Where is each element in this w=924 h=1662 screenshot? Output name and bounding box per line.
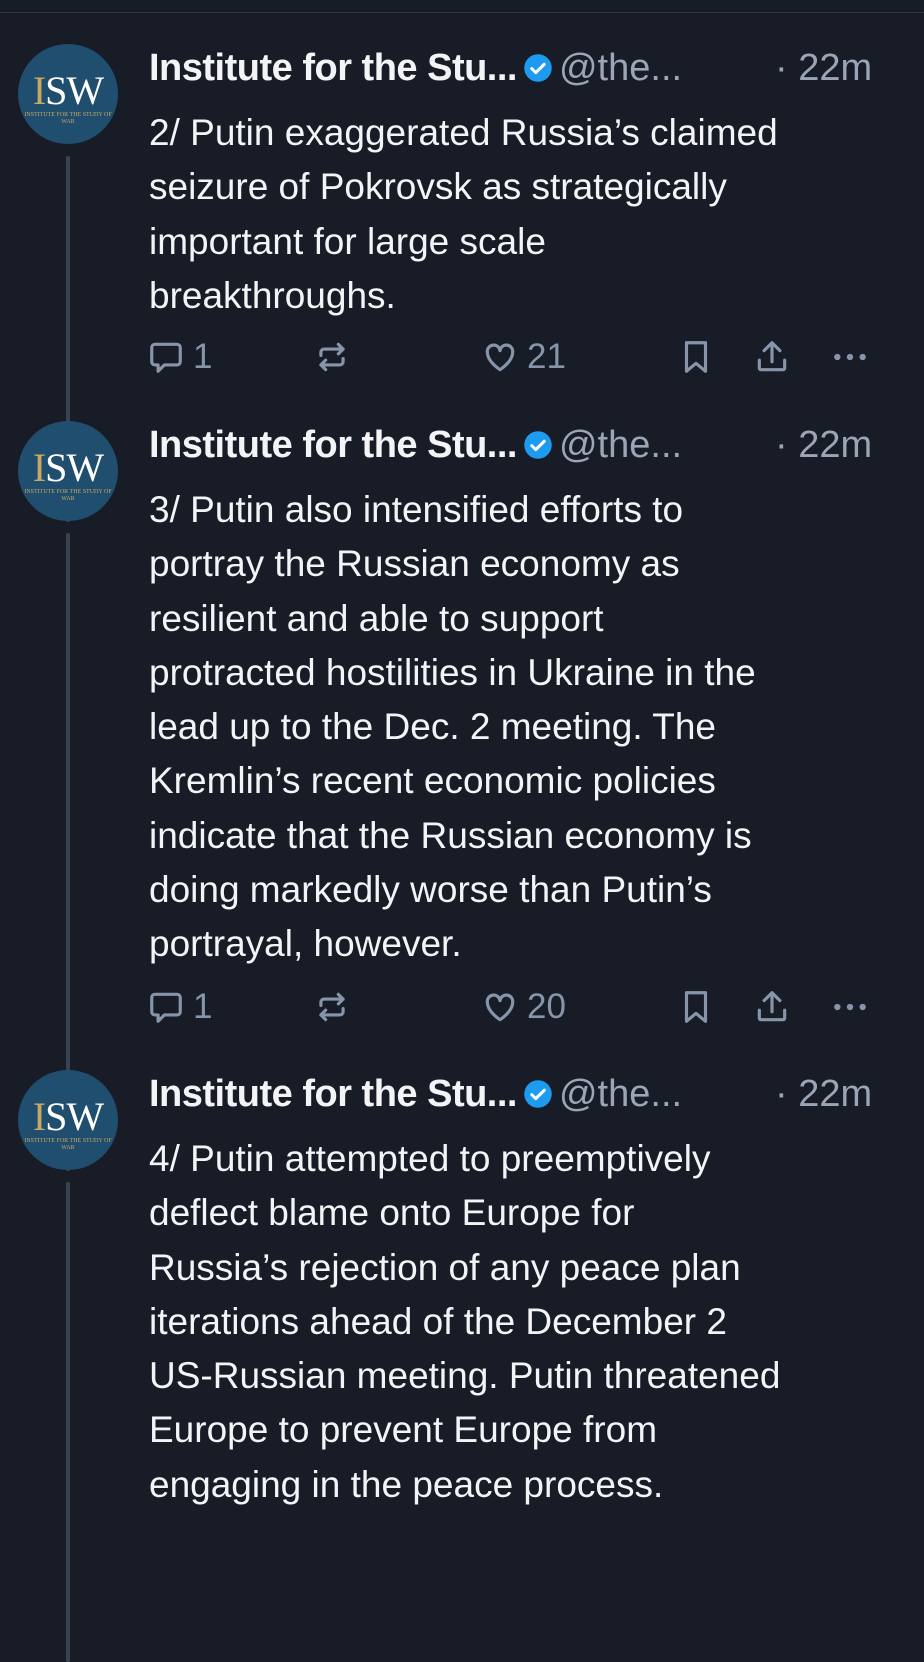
post-time[interactable]: · 22m [775, 423, 873, 466]
like-button[interactable]: 21 [481, 337, 566, 377]
verified-badge-icon [524, 54, 552, 82]
post-header: Institute for the Stu... @the... · 22m [149, 423, 872, 467]
heart-icon [485, 343, 515, 372]
post-actions: 1 20 [147, 987, 877, 1027]
more-icon [834, 353, 866, 361]
more-options-button[interactable] [831, 337, 869, 377]
repost-icon [319, 992, 345, 1022]
more-options-button[interactable] [831, 987, 869, 1027]
avatar-logo-text: ISW [32, 445, 104, 490]
share-button[interactable] [753, 337, 791, 377]
share-icon [757, 991, 787, 1022]
repost-button[interactable] [313, 987, 351, 1027]
post-time[interactable]: · 22m [775, 1072, 873, 1115]
author-name[interactable]: Institute for the Stu... [149, 1072, 517, 1115]
thread-line [66, 1182, 70, 1662]
reply-icon [150, 992, 182, 1023]
avatar-logo-text: ISW [32, 68, 104, 113]
post-text: 2/ Putin exaggerated Russia’s claimed se… [149, 112, 778, 316]
bookmark-button[interactable] [677, 987, 715, 1027]
bookmark-icon [684, 341, 708, 373]
divider [0, 12, 924, 13]
reply-count: 1 [193, 337, 213, 376]
like-count: 21 [527, 337, 566, 376]
avatar-logo-subtext: INSTITUTE FOR THE STUDY OF WAR [24, 489, 112, 502]
bookmark-button[interactable] [677, 337, 715, 377]
post-header: Institute for the Stu... @the... · 22m [149, 46, 872, 90]
author-handle[interactable]: @the... [558, 46, 683, 89]
author-name[interactable]: Institute for the Stu... [149, 423, 517, 466]
author-handle[interactable]: @the... [558, 1072, 683, 1115]
heart-icon [485, 993, 515, 1022]
post-text: 4/ Putin attempted to preemptively defle… [149, 1138, 781, 1505]
repost-button[interactable] [313, 337, 351, 377]
like-button[interactable]: 20 [481, 987, 566, 1027]
more-icon [834, 1003, 866, 1011]
reply-count: 1 [193, 987, 213, 1026]
thread-line [66, 156, 70, 522]
author-name[interactable]: Institute for the Stu... [149, 46, 517, 89]
thread-line [66, 533, 70, 1171]
reply-icon [150, 342, 182, 373]
bookmark-icon [684, 991, 708, 1023]
reply-button[interactable]: 1 [147, 987, 212, 1027]
avatar[interactable]: ISW INSTITUTE FOR THE STUDY OF WAR [18, 421, 118, 521]
post-time[interactable]: · 22m [775, 46, 873, 89]
post-header: Institute for the Stu... @the... · 22m [149, 1072, 872, 1116]
avatar[interactable]: ISW INSTITUTE FOR THE STUDY OF WAR [18, 1070, 118, 1170]
avatar-logo-subtext: INSTITUTE FOR THE STUDY OF WAR [24, 1138, 112, 1151]
verified-badge-icon [524, 1080, 552, 1108]
share-button[interactable] [753, 987, 791, 1027]
post-actions: 1 21 [147, 337, 877, 377]
author-handle[interactable]: @the... [558, 423, 683, 466]
verified-badge-icon [524, 431, 552, 459]
avatar-logo-text: ISW [32, 1094, 104, 1139]
avatar-logo-subtext: INSTITUTE FOR THE STUDY OF WAR [24, 112, 112, 125]
like-count: 20 [527, 987, 566, 1026]
avatar[interactable]: ISW INSTITUTE FOR THE STUDY OF WAR [18, 44, 118, 144]
share-icon [757, 341, 787, 372]
reply-button[interactable]: 1 [147, 337, 212, 377]
post-text: 3/ Putin also intensified efforts to por… [149, 489, 756, 965]
repost-icon [319, 342, 345, 372]
